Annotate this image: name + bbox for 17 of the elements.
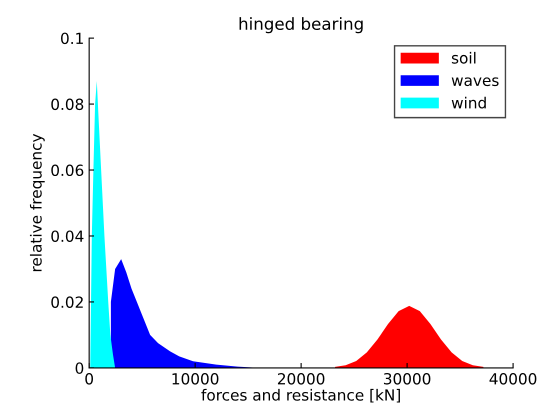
y-tick-label: 0.02 <box>51 296 83 308</box>
y-tick-label: 0.1 <box>61 32 83 44</box>
y-axis-title: relative frequency <box>30 134 45 272</box>
chart-title: hinged bearing <box>240 17 363 34</box>
legend-label: soil <box>452 52 476 64</box>
x-tick-label: 10000 <box>172 373 218 385</box>
x-tick-label: 30000 <box>384 373 430 385</box>
x-axis-title: forces and resistance [kN] <box>201 388 400 403</box>
x-tick-label: 20000 <box>278 373 324 385</box>
x-tick-label: 40000 <box>490 373 536 385</box>
x-tick-label: 0 <box>85 373 94 385</box>
y-tick-label: 0.04 <box>51 230 84 242</box>
y-tick-label: 0 <box>76 362 84 374</box>
legend-label: waves <box>452 77 499 86</box>
legend-label: wind <box>452 96 486 109</box>
y-tick-label: 0.08 <box>51 98 84 110</box>
y-tick-label: 0.06 <box>51 164 84 176</box>
